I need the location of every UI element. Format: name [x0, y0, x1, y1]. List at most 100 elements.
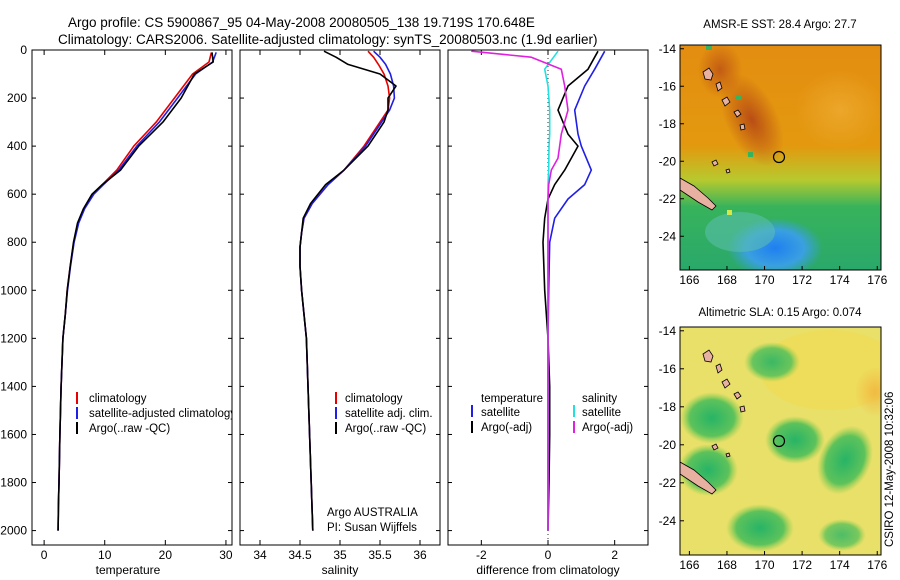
x-tick-label: 20: [159, 548, 173, 562]
legend-label-climatology: climatology: [89, 393, 147, 405]
lat-tick-label: -22: [659, 476, 677, 490]
x-tick-label: 0: [545, 548, 552, 562]
legend-header-temperature: temperature: [481, 393, 543, 405]
sst-map-frame: [679, 44, 882, 271]
depth-tick-label: 1800: [0, 476, 27, 490]
legend-label-satellite: satellite adj. clim.: [345, 408, 433, 420]
institution-annotation: Argo AUSTRALIA: [327, 507, 418, 519]
sst-orange-region: [795, 70, 881, 150]
legend-label-climatology: climatology: [345, 393, 403, 405]
sla-green-west: [680, 392, 744, 444]
lat-tick-label: -24: [659, 514, 677, 528]
temperature-plot: 0 10 20 30: [41, 50, 233, 562]
sla-map-frame: [679, 326, 882, 556]
depth-tick-label: 1600: [0, 427, 27, 441]
land-new-caledonia: [680, 461, 717, 495]
x-tick-label: 10: [98, 548, 112, 562]
legend-label-satellite: satellite-adjusted climatology: [89, 408, 236, 420]
legend-label-temp-satellite: satellite: [481, 407, 520, 419]
footer-timestamp: CSIRO 12-May-2008 10:32:06: [884, 392, 896, 547]
depth-tick-label: 800: [7, 235, 27, 249]
legend-label-argo: Argo(..raw -QC): [345, 423, 426, 435]
x-tick-label: 35.5: [368, 548, 392, 562]
depth-tick-label: 1400: [0, 379, 27, 393]
legend-label-sal-satellite: satellite: [582, 407, 621, 419]
lat-tick-label: -18: [659, 400, 677, 414]
x-tick-label: 35: [333, 548, 347, 562]
lon-tick-label: 176: [867, 558, 887, 572]
sla-argo-position: [772, 434, 786, 448]
lat-tick-label: -24: [659, 229, 677, 243]
land-vanuatu: [702, 67, 746, 131]
x-tick-label: 30: [219, 548, 233, 562]
sst-green-pixels: [727, 210, 732, 215]
temperature-panel: [31, 49, 233, 546]
lon-tick-label: 176: [867, 273, 887, 287]
salinity-panel: [239, 49, 441, 546]
lat-tick-label: -14: [659, 324, 677, 338]
depth-tick-label: 0: [20, 43, 27, 57]
legend-label-argo: Argo(..raw -QC): [89, 423, 170, 435]
lon-tick-label: 166: [679, 273, 699, 287]
sst-green-pixels: [706, 45, 712, 50]
depth-tick-label: 1200: [0, 331, 27, 345]
x-tick-label: 2: [611, 548, 618, 562]
figure-title-line1: Argo profile: CS 5900867_95 04-May-2008 …: [68, 15, 535, 30]
depth-axis: 0 200 400 600 800 1000 1200 1400 1600 1800 2000: [0, 43, 648, 538]
sst-map-axes: 166 168 170 172 174 176 -14 -16 -18 -20 -22 -24: [659, 42, 888, 287]
x-tick-label: -2: [476, 548, 487, 562]
land-vanuatu: [702, 349, 746, 413]
series-line-argo-raw-qc: [57, 52, 214, 531]
sla-green-north: [744, 342, 800, 382]
lon-tick-label: 170: [755, 273, 775, 287]
difference-xlabel: difference from climatology: [476, 563, 619, 577]
sla-orange-region: [855, 367, 881, 417]
sst-green-pixels: [748, 152, 753, 157]
sst-map: [680, 45, 881, 270]
lat-tick-label: -18: [659, 117, 677, 131]
pi-annotation: PI: Susan Wijffels: [327, 522, 417, 534]
lon-tick-label: 174: [830, 558, 850, 572]
sst-warm-band-2: [698, 45, 742, 98]
series-line-salinity-argo-adj: [471, 50, 569, 531]
sla-green-east: [816, 425, 874, 495]
sla-green-south: [726, 504, 794, 552]
depth-tick-label: 2000: [0, 524, 27, 538]
lat-tick-label: -14: [659, 42, 677, 56]
lon-tick-label: 172: [792, 273, 812, 287]
sla-map: [680, 327, 881, 555]
sst-cyan-region: [705, 212, 775, 252]
land-loyalty-islands: [711, 443, 731, 458]
x-tick-label: 0: [41, 548, 48, 562]
depth-tick-label: 600: [7, 187, 27, 201]
salinity-xlabel: salinity: [322, 563, 359, 577]
legend-header-salinity: salinity: [582, 393, 617, 405]
sst-map-title: AMSR-E SST: 28.4 Argo: 27.7: [703, 19, 856, 31]
figure-title-line2: Climatology: CARS2006. Satellite-adjuste…: [58, 32, 598, 47]
temperature-xlabel: temperature: [96, 563, 161, 577]
land-new-caledonia: [680, 177, 717, 211]
x-tick-label: 36: [413, 548, 427, 562]
lat-tick-label: -16: [659, 362, 677, 376]
sla-map-title: Altimetric SLA: 0.15 Argo: 0.074: [698, 307, 862, 319]
salinity-plot: 34 34.5 35 35.5 36: [253, 50, 427, 562]
series-line-argo-raw-qc: [299, 50, 397, 531]
depth-tick-label: 200: [7, 91, 27, 105]
lon-tick-label: 168: [717, 558, 737, 572]
lon-tick-label: 170: [755, 558, 775, 572]
lat-tick-label: -20: [659, 154, 677, 168]
depth-tick-label: 1000: [0, 283, 27, 297]
sst-green-pixels: [736, 95, 741, 100]
difference-plot: -2 0 2: [471, 50, 618, 562]
sla-green-southeast: [818, 519, 866, 551]
depth-tick-label: 400: [7, 139, 27, 153]
lon-tick-label: 168: [717, 273, 737, 287]
lon-tick-label: 174: [830, 273, 850, 287]
x-tick-label: 34: [253, 548, 267, 562]
sla-map-axes: 166 168 170 172 174 176 -14 -16 -18 -20 -22 -24: [659, 324, 888, 572]
sst-argo-position: [772, 150, 786, 164]
x-tick-label: 34.5: [288, 548, 312, 562]
legend-label-temp-argo: Argo(-adj): [481, 422, 532, 434]
land-loyalty-islands: [711, 159, 731, 174]
